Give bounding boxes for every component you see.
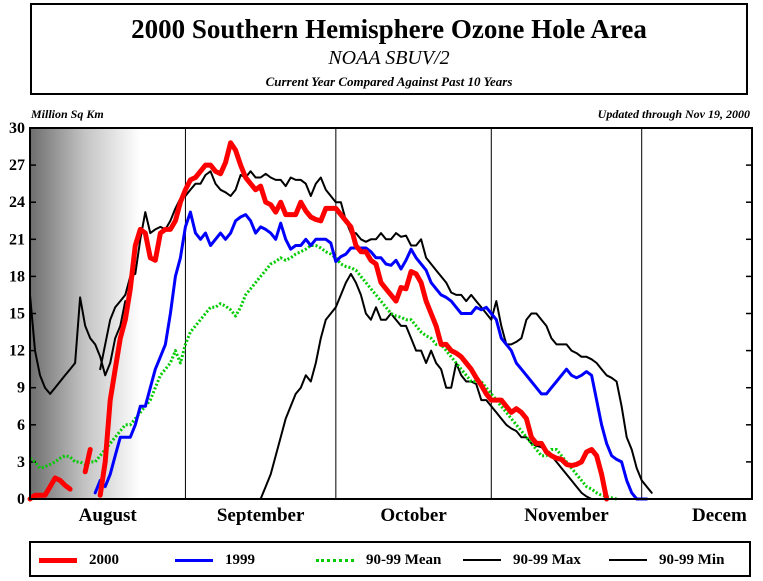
month-label: Decem [692,505,747,526]
y-axis-label: Million Sq Km [31,107,104,121]
y-tick-label: 24 [9,194,25,211]
legend-swatch [609,559,647,561]
legend-label: 90-99 Min [659,551,725,568]
legend-item-1999: 1999 [175,552,255,568]
legend-label: 90-99 Mean [366,551,442,568]
series-line-2000 [97,140,610,502]
legend-label: 2000 [89,551,119,568]
y-tick-label: 0 [17,491,25,508]
series-line-2000 [82,447,93,475]
plot-frame [29,127,753,500]
legend-label: 90-99 Max [513,551,581,568]
title-box: 2000 Southern Hemisphere Ozone Hole Area… [30,3,748,95]
y-tick-label: 18 [9,268,25,285]
y-tick-label: 6 [17,417,25,434]
legend-item-min: 90-99 Min [609,552,724,568]
y-tick-label: 27 [9,157,25,174]
y-tick-label: 21 [9,231,25,248]
updated-note: Updated through Nov 19, 2000 [597,107,750,121]
legend-item-mean: 90-99 Mean [316,552,441,568]
legend-swatch [175,558,213,562]
month-label: October [380,505,447,526]
legend-swatch [463,559,501,561]
series-line-2000 [27,475,73,502]
month-label: September [217,505,305,526]
legend-item-2000: 2000 [39,552,119,568]
y-tick-label: 30 [9,120,25,137]
series-line-90-99-min [29,293,127,395]
series-line-90-99-max [99,170,653,494]
y-tick-label: 12 [9,343,25,360]
legend-swatch [39,557,77,563]
legend-label: 1999 [225,551,255,568]
ozone-chart: 0 3 6 9 12 15 18 21 24 27 30 August September October… [9,120,753,526]
month-label: August [79,505,138,526]
legend: 2000 1999 90-99 Mean 90-99 Max 90-99 Min [29,541,751,577]
month-label: November [524,505,609,526]
chart-caption: Current Year Compared Against Past 10 Ye… [265,74,513,89]
y-tick-label: 3 [17,454,25,471]
series-line-90-99-mean [29,244,617,501]
chart-title: 2000 Southern Hemisphere Ozone Hole Area [131,14,647,44]
legend-item-max: 90-99 Max [463,552,581,568]
legend-swatch [316,558,354,562]
y-tick-label: 9 [17,380,25,397]
y-tick-label: 15 [9,306,25,323]
series-line-1999 [93,210,649,501]
chart-subtitle: NOAA SBUV/2 [328,47,450,69]
